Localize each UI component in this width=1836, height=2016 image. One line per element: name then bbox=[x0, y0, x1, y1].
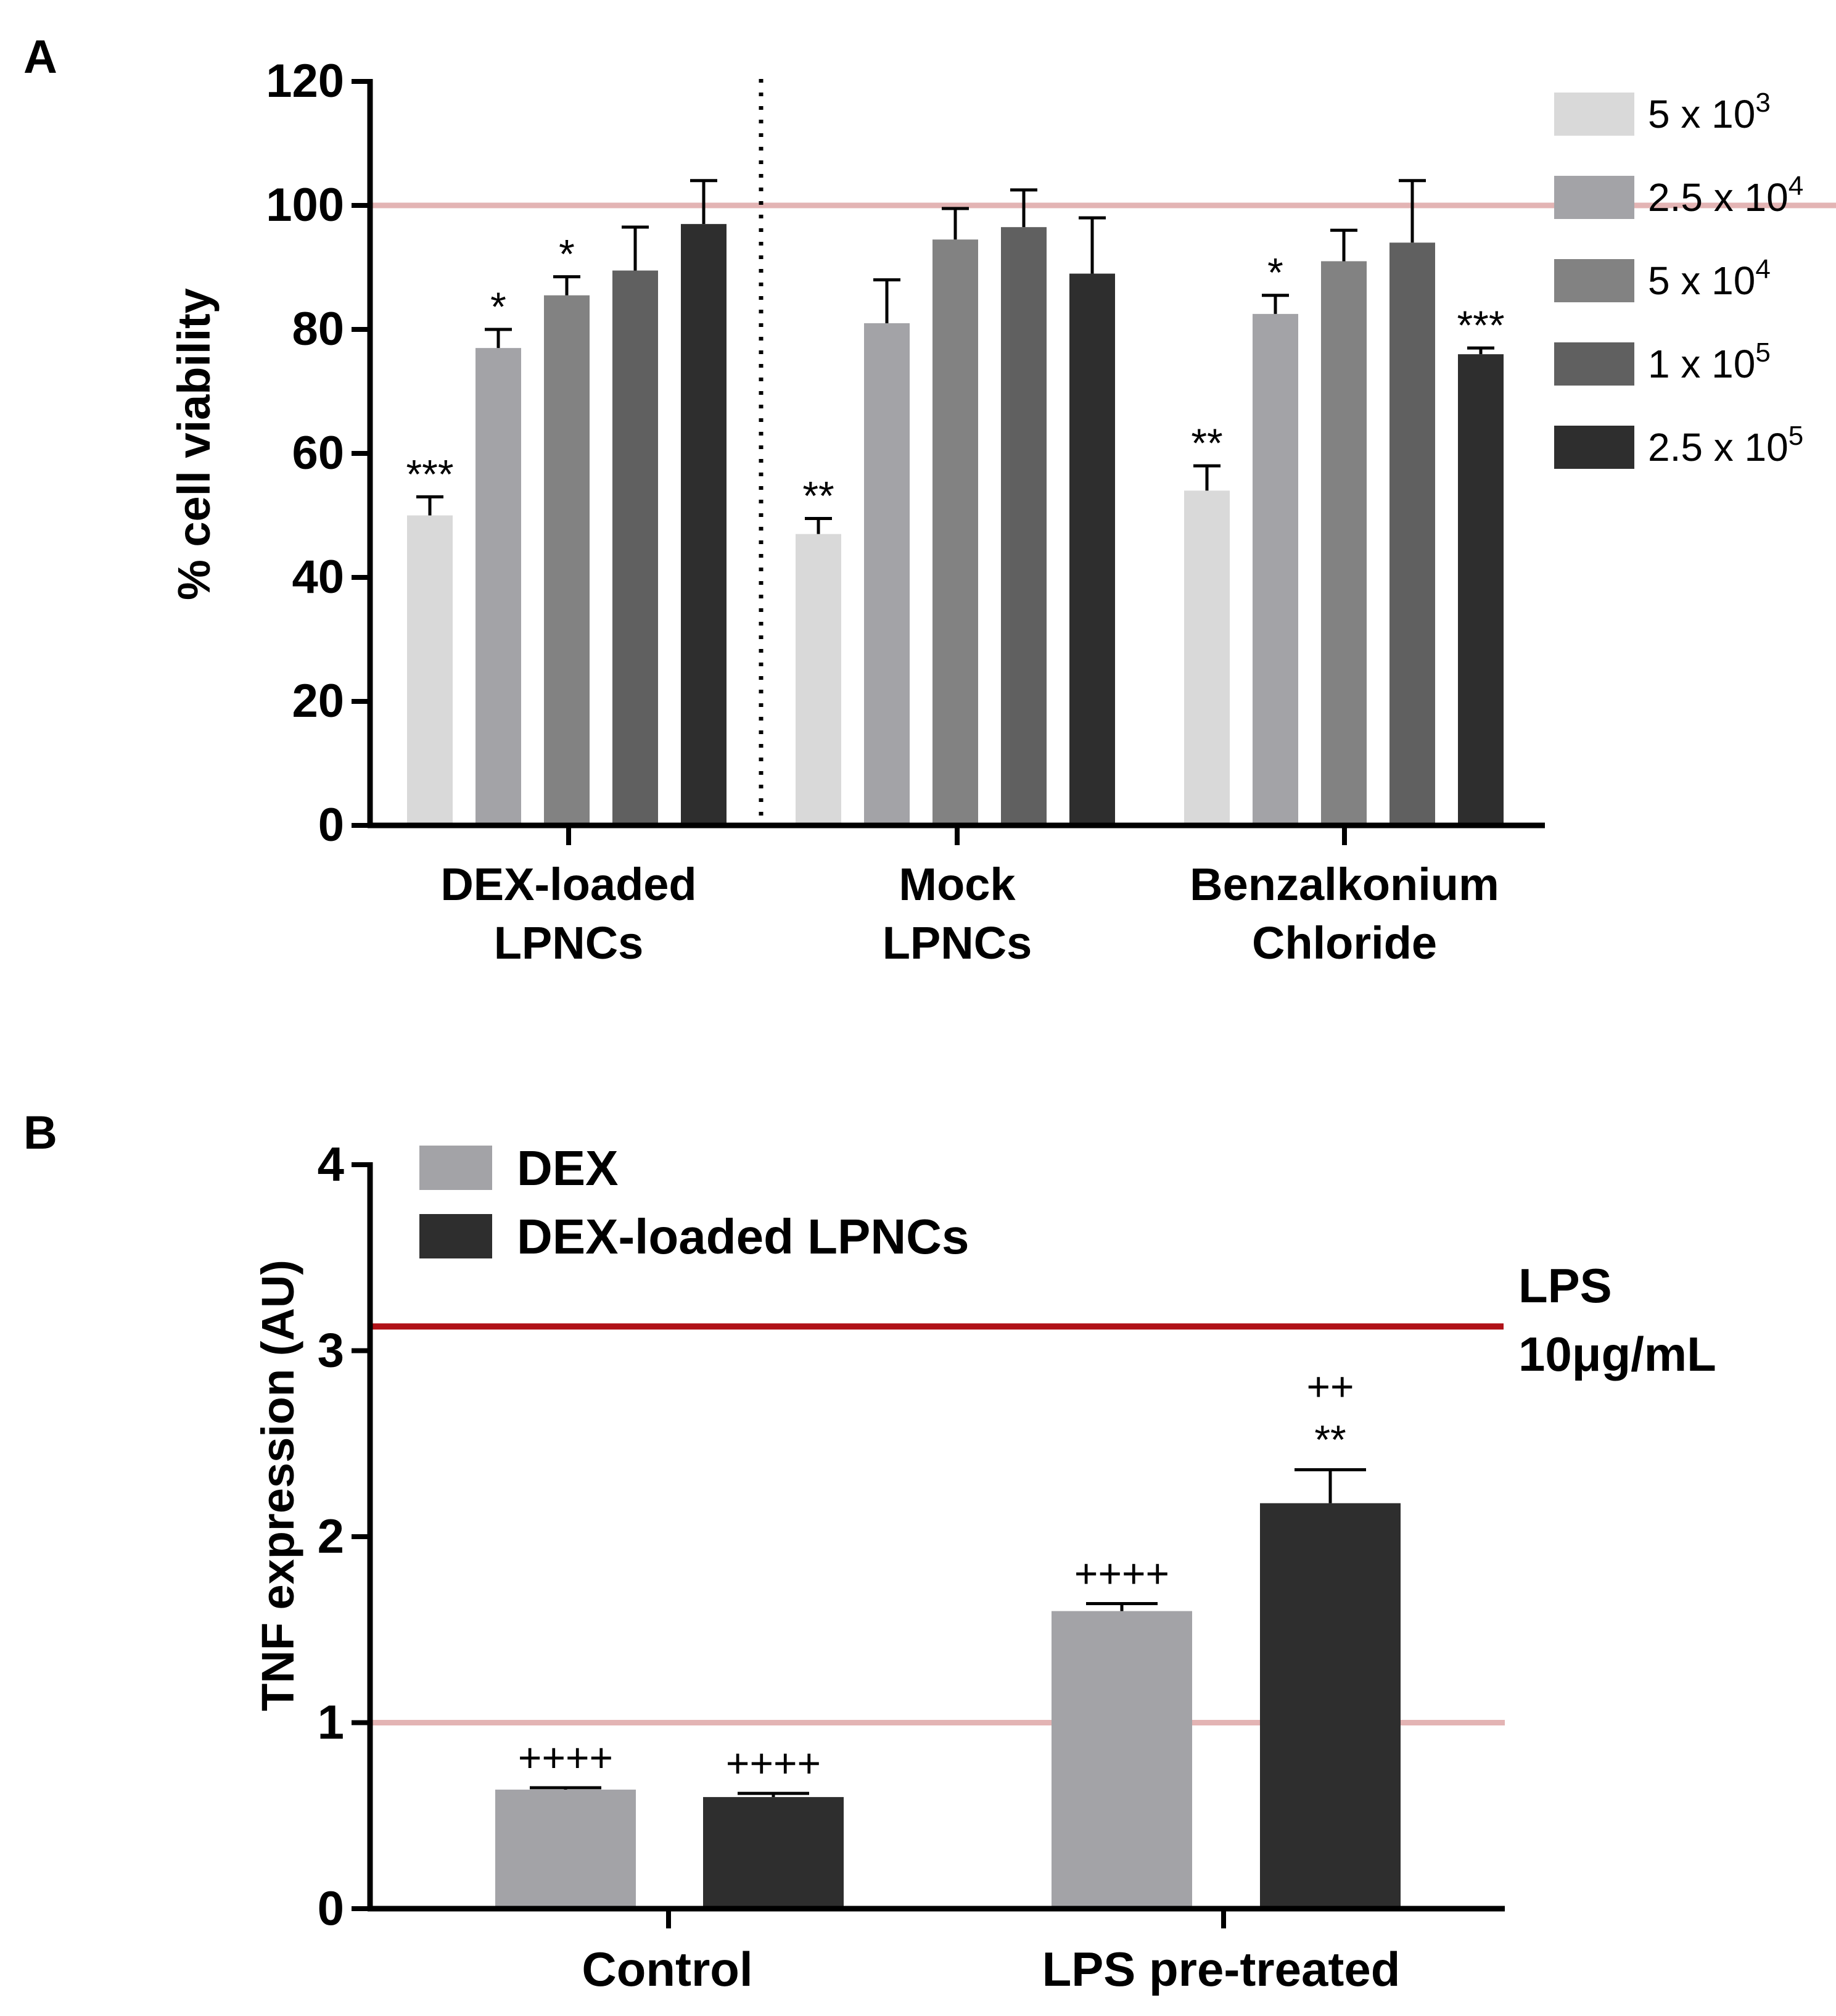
bar bbox=[495, 1790, 636, 1909]
chart-a-group-label: Chloride bbox=[1252, 917, 1437, 969]
legend-label: DEX-loaded LPNCs bbox=[517, 1209, 969, 1264]
y-tick-label: 0 bbox=[318, 1881, 344, 1935]
bar bbox=[1001, 227, 1047, 825]
chart-a-group-label: LPNCs bbox=[883, 917, 1032, 969]
legend-swatch bbox=[1554, 259, 1634, 302]
y-tick-label: 100 bbox=[266, 179, 344, 231]
chart-a-group-label: Benzalkonium bbox=[1190, 859, 1499, 910]
bar bbox=[703, 1797, 844, 1909]
legend-label: 5 x 103 bbox=[1648, 88, 1771, 136]
legend-swatch bbox=[1554, 342, 1634, 386]
significance-label: ** bbox=[1191, 420, 1222, 466]
chart-b-axes: 0 1 2 3 4 bbox=[318, 1137, 1505, 1935]
legend-exponent: 4 bbox=[1789, 171, 1803, 201]
legend-label: 2.5 x 105 bbox=[1648, 421, 1803, 469]
bar bbox=[475, 348, 521, 825]
chart-a-bars: *** ********** bbox=[406, 179, 1505, 826]
chart-b: TNF expression (AU) ++++ ++++ ++++ ** ++ 0 1 2… bbox=[252, 1137, 1716, 1996]
significance-label: *** bbox=[1457, 302, 1504, 348]
y-tick-label: 60 bbox=[292, 427, 344, 479]
lps-concentration-label: 10μg/mL bbox=[1518, 1327, 1716, 1381]
y-tick-label: 2 bbox=[318, 1509, 344, 1563]
legend-exponent: 5 bbox=[1789, 421, 1803, 451]
chart-a: % cell viability *** ********** 020406080… bbox=[168, 55, 1836, 969]
legend-label: 5 x 104 bbox=[1648, 254, 1771, 303]
legend-swatch bbox=[1554, 176, 1634, 219]
bar bbox=[932, 239, 978, 825]
y-tick-label: 1 bbox=[318, 1695, 344, 1750]
bar bbox=[1253, 313, 1298, 825]
y-tick-label: 120 bbox=[266, 55, 344, 107]
legend-exponent: 3 bbox=[1755, 88, 1770, 118]
bar bbox=[864, 323, 910, 825]
significance-label: * bbox=[1267, 250, 1283, 295]
significance-label: *** bbox=[406, 451, 453, 497]
legend-exponent: 4 bbox=[1755, 254, 1770, 284]
y-tick-label: 4 bbox=[318, 1137, 344, 1191]
chart-a-group-label: LPNCs bbox=[494, 917, 644, 969]
bar bbox=[681, 224, 727, 825]
lps-label: LPS bbox=[1518, 1258, 1612, 1313]
bar bbox=[407, 515, 453, 825]
y-tick-label: 20 bbox=[292, 675, 344, 727]
legend-swatch bbox=[1554, 93, 1634, 136]
significance-label: * bbox=[559, 231, 575, 277]
bar bbox=[612, 270, 658, 825]
legend-label: 1 x 105 bbox=[1648, 337, 1771, 386]
y-tick-label: 80 bbox=[292, 303, 344, 355]
chart-b-bars: ++++ ++++ ++++ ** ++ bbox=[495, 1363, 1401, 1909]
chart-a-axes: 0 20 40 60 80 100 120 bbox=[266, 55, 1545, 851]
legend-label: 2.5 x 104 bbox=[1648, 171, 1803, 220]
chart-b-ylabel: TNF expression (AU) bbox=[252, 1260, 303, 1711]
legend-swatch bbox=[419, 1146, 492, 1190]
bar bbox=[1052, 1611, 1192, 1909]
panel-b-label: B bbox=[23, 1107, 57, 1159]
chart-a-legend: 5 x 103 2.5 x 104 5 x 104 1 x 105 2.5 x 105 bbox=[1554, 88, 1803, 469]
bar bbox=[1069, 273, 1115, 825]
chart-a-group-label: DEX-loaded bbox=[440, 859, 696, 910]
panel-a-label: A bbox=[23, 31, 57, 83]
significance-label: ++++ bbox=[1074, 1551, 1169, 1597]
significance-label: * bbox=[490, 284, 506, 329]
bar bbox=[1260, 1503, 1401, 1909]
chart-b-category-label: Control bbox=[582, 1942, 752, 1996]
legend-swatch bbox=[1554, 426, 1634, 469]
y-tick-label: 3 bbox=[318, 1323, 344, 1378]
bar bbox=[1458, 354, 1504, 825]
chart-a-group-label: Mock bbox=[899, 859, 1016, 910]
significance-label: ** bbox=[802, 473, 834, 519]
bar bbox=[544, 295, 590, 826]
bar bbox=[1321, 261, 1367, 825]
legend-label: DEX bbox=[517, 1141, 619, 1196]
bar bbox=[1389, 242, 1435, 825]
significance-label: ++++ bbox=[518, 1735, 613, 1780]
y-tick-label: 40 bbox=[292, 551, 344, 603]
legend-exponent: 5 bbox=[1755, 337, 1770, 368]
chart-a-ylabel: % cell viability bbox=[168, 288, 220, 600]
bar bbox=[1184, 490, 1230, 825]
significance-label: ++ bbox=[1306, 1363, 1354, 1409]
y-tick-label: 0 bbox=[318, 799, 344, 851]
chart-b-legend: DEX DEX-loaded LPNCs bbox=[419, 1141, 969, 1264]
bar bbox=[796, 534, 841, 825]
chart-b-category-label: LPS pre-treated bbox=[1042, 1942, 1401, 1996]
significance-label: ++++ bbox=[726, 1740, 821, 1786]
significance-label: ** bbox=[1314, 1416, 1346, 1462]
legend-swatch bbox=[419, 1214, 492, 1258]
